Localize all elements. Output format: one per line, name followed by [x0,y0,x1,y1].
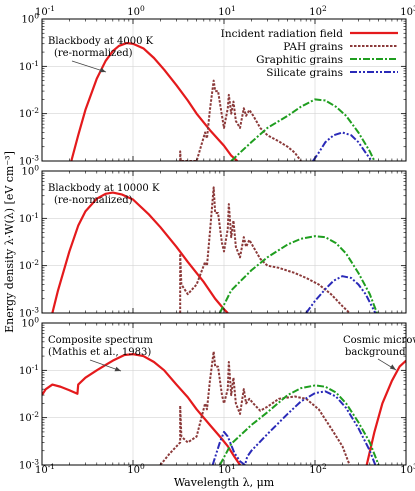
legend-label-pah: PAH grains [283,41,343,53]
annotation-cmb-line1: Cosmic microwave [343,335,415,346]
annotation-panel-1-arrow [71,60,107,73]
y-tick-label: 10-2 [19,106,39,120]
annotation-cmb-arrowhead [389,364,396,370]
series-pah-grains-panel-3 [159,350,351,465]
annotation-panel-2-line2: (re-normalized) [54,195,133,206]
x-axis-title: Wavelength λ, μm [174,476,275,489]
annotation-panel-2-line1: Blackbody at 10000 K [48,183,160,194]
y-tick-label: 10-2 [19,258,39,272]
x-tick-label-top: 103 [400,4,415,18]
annotation-panel-3-line1: Composite spectrum [48,335,153,346]
annotation-panel-3-arrowhead [114,366,121,372]
series-incident-radiation-field-panel-3 [42,353,241,465]
annotation-panel-1: Blackbody at 4000 K (re-normalized) [48,36,154,73]
x-tick-label-bottom: 101 [218,462,236,476]
legend: Incident radiation field PAH grains Grap… [221,28,398,79]
panel-frame-2 [41,170,407,314]
x-tick-label-bottom: 10-1 [35,462,55,476]
x-tick-label-bottom: 100 [127,462,145,476]
annotation-panel-1-line1: Blackbody at 4000 K [48,36,154,47]
legend-label-graphitic: Graphitic grains [256,54,343,66]
series-incident-radiation-field-panel-2 [51,191,229,313]
y-tick-label: 100 [21,316,39,330]
x-tick-label-top: 100 [127,4,145,18]
y-tick-label: 10-2 [19,410,39,424]
x-tick-label-top: 10-1 [35,4,55,18]
y-tick-label: 10-1 [19,211,39,225]
annotation-cmb-line2: background [345,347,406,358]
y-tick-label: 100 [21,164,39,178]
series-incident-radiation-field-panel-1 [70,41,239,161]
legend-label-silicate: Silicate grains [266,67,343,79]
series-graphitic-grains-panel-3 [218,384,380,465]
legend-label-incident: Incident radiation field [221,28,344,40]
annotation-panel-3: Composite spectrum (Mathis et al., 1983) [48,335,153,372]
series-silicate-grains-panel-2 [305,275,377,313]
annotation-panel-3-line2: (Mathis et al., 1983) [48,347,151,358]
y-axis-title: Energy density λ·W(λ) [eV cm⁻³] [3,151,16,333]
annotation-panel-1-line2: (re-normalized) [54,48,133,59]
x-tick-label-top: 102 [309,4,327,18]
annotation-panel-2: Blackbody at 10000 K (re-normalized) [48,183,160,206]
x-tick-label-bottom: 103 [400,462,415,476]
y-tick-label: 10-1 [19,363,39,377]
annotation-panel-1-arrowhead [99,67,106,73]
series-silicate-grains-panel-3 [211,390,377,465]
series-incident-radiation-field-cmb-panel-3 [365,359,406,465]
series-pah-grains-panel-2 [179,186,351,313]
series-pah-grains-panel-1 [179,79,302,161]
series-silicate-grains-panel-1 [312,131,373,161]
y-tick-label: 10-1 [19,59,39,73]
x-tick-label-top: 101 [218,4,236,18]
series-graphitic-grains-panel-1 [230,98,376,161]
panel-frame-3 [41,322,407,466]
panel-1-series [70,41,376,161]
annotation-cmb: Cosmic microwave background [343,335,415,371]
x-tick-label-bottom: 102 [309,462,327,476]
series-graphitic-grains-panel-2 [218,235,378,313]
panel-2-series [51,186,378,313]
panel-frame-1 [41,18,407,162]
panel-3-series [42,350,406,465]
